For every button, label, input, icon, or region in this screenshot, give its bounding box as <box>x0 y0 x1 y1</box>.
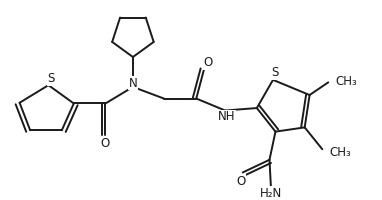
Text: O: O <box>236 175 246 188</box>
Text: N: N <box>129 77 137 90</box>
Text: H₂N: H₂N <box>260 187 282 200</box>
Text: S: S <box>48 72 55 85</box>
Text: NH: NH <box>218 110 236 123</box>
Text: S: S <box>271 66 278 79</box>
Text: CH₃: CH₃ <box>329 146 351 159</box>
Text: CH₃: CH₃ <box>335 75 357 88</box>
Text: O: O <box>101 137 110 150</box>
Text: O: O <box>204 56 213 69</box>
